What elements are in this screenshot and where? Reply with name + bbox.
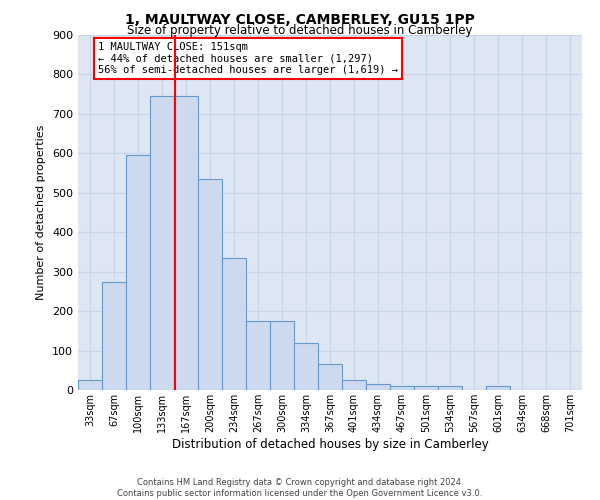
Bar <box>198 179 222 390</box>
Text: 1, MAULTWAY CLOSE, CAMBERLEY, GU15 1PP: 1, MAULTWAY CLOSE, CAMBERLEY, GU15 1PP <box>125 12 475 26</box>
Bar <box>342 380 366 390</box>
Bar <box>150 96 174 390</box>
Y-axis label: Number of detached properties: Number of detached properties <box>37 125 46 300</box>
Bar <box>390 386 414 390</box>
Text: Contains HM Land Registry data © Crown copyright and database right 2024.
Contai: Contains HM Land Registry data © Crown c… <box>118 478 482 498</box>
Text: 1 MAULTWAY CLOSE: 151sqm
← 44% of detached houses are smaller (1,297)
56% of sem: 1 MAULTWAY CLOSE: 151sqm ← 44% of detach… <box>98 42 398 76</box>
Bar <box>294 342 318 390</box>
Bar <box>102 282 126 390</box>
Bar <box>222 258 246 390</box>
Bar <box>126 156 150 390</box>
Bar <box>486 386 510 390</box>
Bar <box>270 321 294 390</box>
Bar <box>174 96 198 390</box>
Bar <box>414 386 438 390</box>
Bar <box>438 386 462 390</box>
X-axis label: Distribution of detached houses by size in Camberley: Distribution of detached houses by size … <box>172 438 488 450</box>
Bar <box>318 364 342 390</box>
Bar <box>366 384 390 390</box>
Bar <box>246 321 270 390</box>
Bar <box>78 380 102 390</box>
Text: Size of property relative to detached houses in Camberley: Size of property relative to detached ho… <box>127 24 473 37</box>
